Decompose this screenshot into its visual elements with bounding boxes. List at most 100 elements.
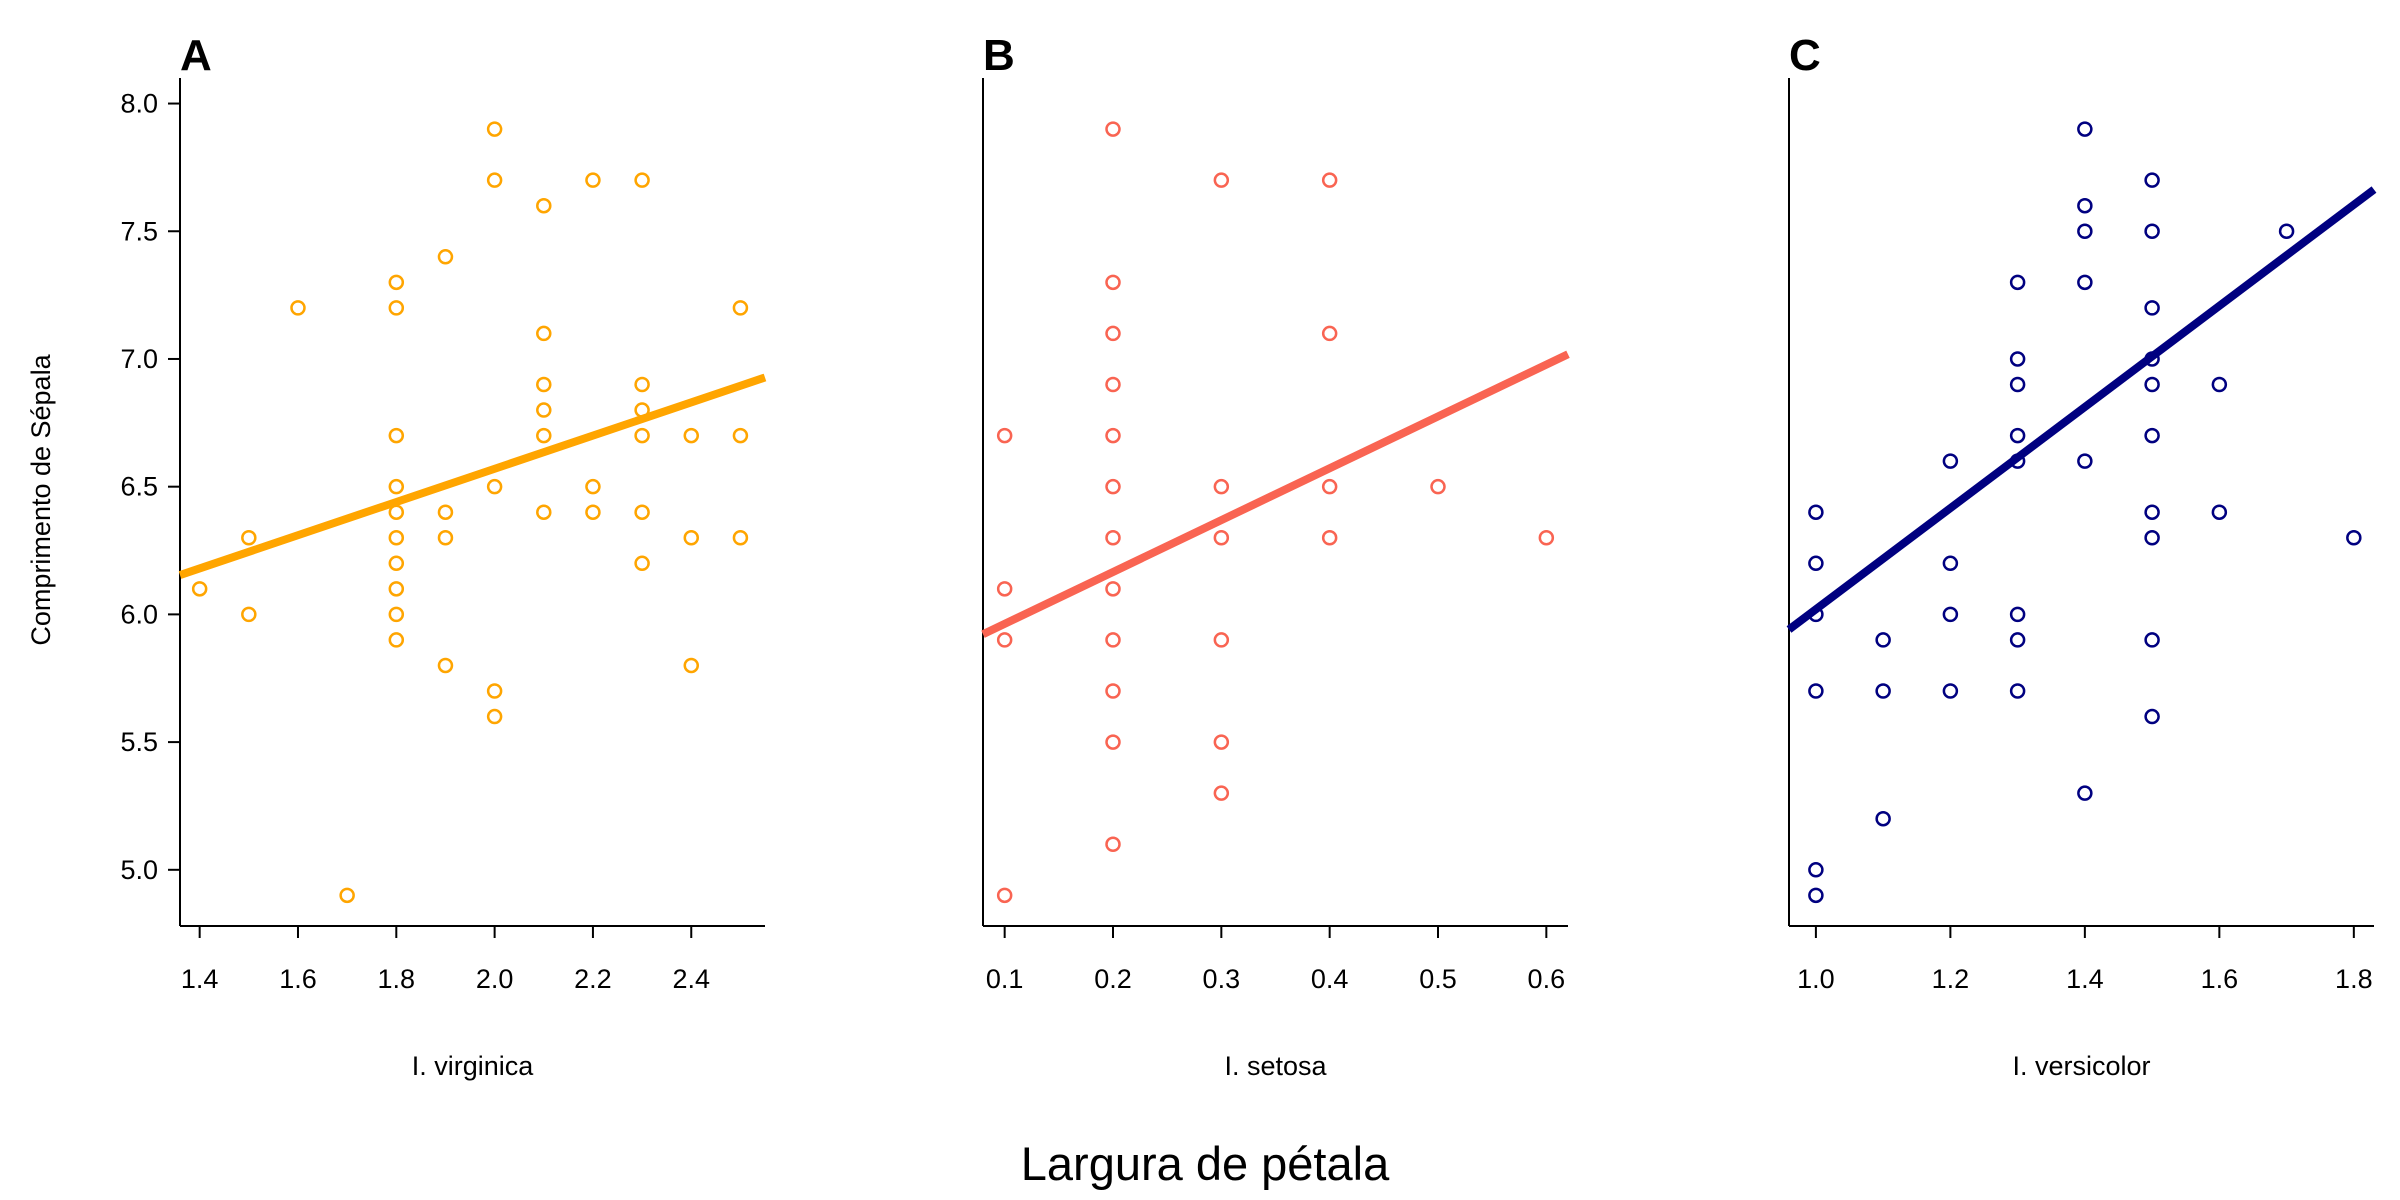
- data-point-c: [2278, 223, 2295, 240]
- data-point-c: [2211, 376, 2228, 393]
- data-point-c: [2077, 274, 2093, 291]
- panel-letter-b: B: [983, 31, 1015, 80]
- data-point-a: [437, 249, 454, 265]
- data-point-b: [1105, 836, 1121, 853]
- data-point-b: [1105, 121, 1121, 137]
- panel-letter-c: C: [1789, 31, 1821, 80]
- data-point-b: [1321, 478, 1338, 495]
- data-point-b: [1105, 274, 1121, 291]
- data-point-b: [996, 581, 1013, 597]
- panel-b: B 0.1 0.2 0.3 0.4 0.5 0.6 I. setosa: [981, 31, 1570, 1081]
- data-point-c: [2077, 121, 2093, 137]
- data-point-b: [1105, 376, 1121, 393]
- data-point-c: [1875, 683, 1891, 699]
- data-point-c: [2009, 683, 2026, 699]
- data-point-a: [634, 427, 650, 444]
- data-point-a: [585, 504, 601, 520]
- data-point-b: [1105, 632, 1121, 648]
- data-point-a: [732, 530, 749, 546]
- data-point-c: [1942, 555, 1959, 572]
- data-point-b: [1321, 172, 1338, 188]
- data-point-a: [683, 427, 700, 444]
- data-point-c: [2144, 632, 2160, 648]
- data-point-a: [634, 504, 650, 520]
- x-tick-label-a: 2.2: [574, 964, 612, 994]
- data-point-a: [536, 197, 552, 214]
- data-point-a: [290, 300, 306, 316]
- data-point-a: [437, 657, 454, 674]
- data-point-a: [536, 325, 552, 342]
- data-point-b: [1213, 734, 1230, 750]
- regression-line-a: [178, 373, 767, 579]
- x-tick-label-a: 1.8: [378, 964, 416, 994]
- data-point-a: [388, 581, 405, 597]
- data-point-b: [1105, 683, 1121, 699]
- data-point-a: [388, 427, 405, 444]
- data-point-a: [241, 606, 257, 623]
- x-tick-label-c: 1.2: [1932, 964, 1970, 994]
- data-point-a: [486, 172, 503, 188]
- data-point-a: [683, 530, 700, 546]
- y-tick-label-a: 5.5: [120, 727, 158, 757]
- x-axis-title-c: I. versicolor: [2012, 1051, 2150, 1081]
- panel-c: C 1.0 1.2 1.4 1.6 1.8 I. versicolor: [1786, 31, 2377, 1081]
- data-point-b: [1213, 785, 1230, 801]
- data-point-c: [1808, 504, 1824, 520]
- x-tick-label-b: 0.2: [1094, 964, 1132, 994]
- x-tick-label-c: 1.8: [2335, 964, 2373, 994]
- data-point-a: [536, 504, 552, 520]
- data-point-a: [683, 657, 700, 674]
- data-point-c: [1942, 683, 1959, 699]
- x-tick-label-a: 1.6: [279, 964, 317, 994]
- data-point-a: [585, 478, 601, 495]
- data-point-c: [1808, 555, 1824, 572]
- data-point-b: [1213, 172, 1230, 188]
- x-tick-label-c: 1.0: [1797, 964, 1835, 994]
- data-point-a: [388, 478, 405, 495]
- data-point-b: [1105, 734, 1121, 750]
- data-point-c: [2144, 530, 2160, 546]
- data-point-b: [1321, 530, 1338, 546]
- data-point-a: [486, 708, 503, 725]
- data-point-b: [1105, 325, 1121, 342]
- data-point-a: [437, 530, 454, 546]
- y-tick-label-a: 6.5: [120, 472, 158, 502]
- x-tick-label-c: 1.6: [2201, 964, 2239, 994]
- data-point-c: [2077, 785, 2093, 801]
- data-point-c: [2009, 632, 2026, 648]
- data-point-c: [1942, 453, 1959, 469]
- x-axis-title-b: I. setosa: [1224, 1051, 1327, 1081]
- data-point-b: [1105, 478, 1121, 495]
- data-point-b: [996, 427, 1013, 444]
- data-point-b: [1430, 478, 1446, 495]
- data-point-c: [1942, 606, 1959, 623]
- data-point-a: [634, 555, 650, 572]
- data-point-a: [388, 274, 405, 291]
- data-point-c: [1808, 887, 1824, 904]
- y-tick-label-a: 5.0: [120, 855, 158, 885]
- x-tick-label-a: 2.4: [672, 964, 710, 994]
- panel-a: A 1.4 1.6 1.8 2.0 2.2 2.4 5.0 5.5 6.0 6.5 7.0 7.5 8.0…: [120, 31, 767, 1081]
- regression-line-c: [1786, 186, 2377, 633]
- x-tick-label-b: 0.5: [1419, 964, 1457, 994]
- data-point-a: [388, 530, 405, 546]
- data-point-c: [2144, 172, 2160, 188]
- x-tick-label-b: 0.6: [1528, 964, 1566, 994]
- data-point-c: [2144, 504, 2160, 520]
- data-point-c: [2077, 453, 2093, 469]
- y-tick-label-a: 7.0: [120, 344, 158, 374]
- y-tick-label-a: 7.5: [120, 216, 158, 246]
- data-point-c: [2144, 376, 2160, 393]
- data-point-c: [1808, 862, 1824, 878]
- data-point-c: [2009, 274, 2026, 291]
- data-point-a: [388, 300, 405, 316]
- data-point-c: [2144, 708, 2160, 725]
- y-tick-label-a: 8.0: [120, 89, 158, 119]
- data-point-c: [1875, 810, 1891, 827]
- data-point-a: [634, 376, 650, 393]
- data-point-c: [2211, 504, 2228, 520]
- x-tick-label-b: 0.3: [1203, 964, 1241, 994]
- panel-letter-a: A: [180, 31, 212, 80]
- data-point-a: [191, 581, 208, 597]
